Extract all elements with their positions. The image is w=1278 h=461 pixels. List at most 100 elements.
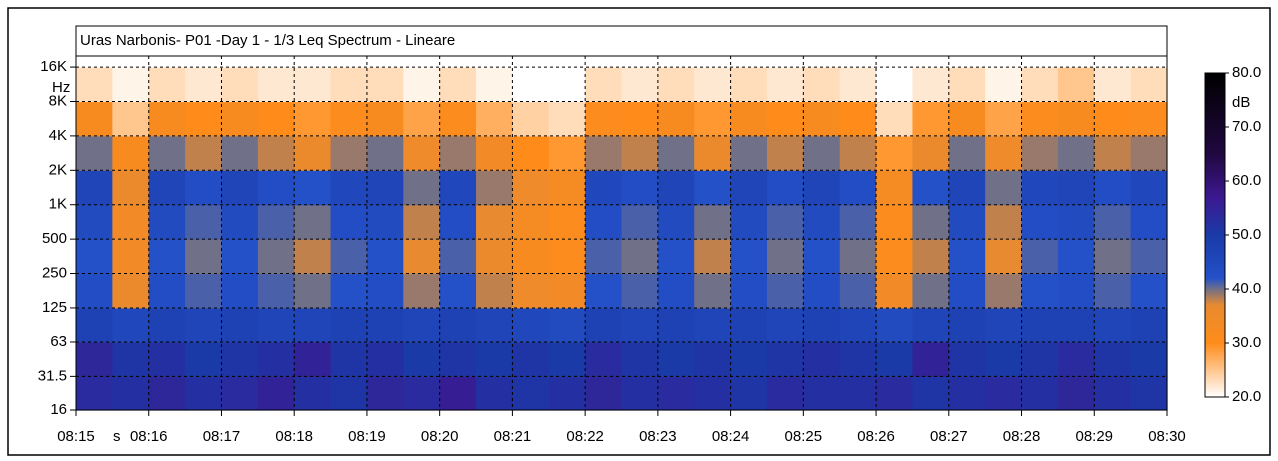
x-tick-label: 08:23: [639, 428, 677, 445]
cell: [1021, 56, 1059, 68]
cell: [257, 101, 295, 137]
cell: [694, 273, 732, 309]
cell: [1130, 170, 1168, 206]
cell: [76, 376, 113, 411]
cell: [512, 307, 550, 343]
cell: [948, 67, 986, 103]
cell: [185, 170, 223, 206]
cell: [439, 170, 477, 206]
cell: [876, 67, 914, 103]
cell: [657, 273, 695, 309]
cell: [912, 170, 950, 206]
cell: [657, 135, 695, 171]
cell: [439, 135, 477, 171]
cell: [948, 204, 986, 240]
cell: [512, 204, 550, 240]
cell: [876, 307, 914, 343]
cell: [621, 239, 659, 275]
cell: [185, 135, 223, 171]
x-tick-label: 08:25: [785, 428, 823, 445]
cell: [1021, 67, 1059, 103]
cell: [621, 376, 659, 411]
cell: [948, 101, 986, 137]
cell: [512, 135, 550, 171]
chart-title: Uras Narbonis- P01 -Day 1 - 1/3 Leq Spec…: [80, 32, 455, 49]
cell: [1094, 307, 1132, 343]
cell: [621, 170, 659, 206]
cell: [839, 307, 877, 343]
cell: [185, 56, 223, 68]
y-tick-label: 8K: [49, 92, 67, 109]
cell: [803, 67, 841, 103]
cell: [548, 170, 586, 206]
cell: [366, 204, 404, 240]
x-tick-label: 08:28: [1003, 428, 1041, 445]
cell: [694, 67, 732, 103]
cell: [694, 376, 732, 411]
cell: [148, 273, 186, 309]
cell: [330, 204, 368, 240]
cell: [366, 376, 404, 411]
cell: [912, 376, 950, 411]
cell: [221, 307, 259, 343]
cell: [1094, 135, 1132, 171]
cell: [294, 376, 332, 411]
cell: [766, 101, 804, 137]
cell: [730, 170, 768, 206]
cell: [1057, 67, 1095, 103]
cell: [948, 56, 986, 68]
cell: [1130, 67, 1168, 103]
cell: [257, 204, 295, 240]
cell: [657, 307, 695, 343]
cell: [185, 239, 223, 275]
cell: [876, 135, 914, 171]
cell: [1094, 56, 1132, 68]
cell: [257, 56, 295, 68]
cell: [585, 135, 623, 171]
cell: [948, 273, 986, 309]
cell: [1057, 170, 1095, 206]
cell: [548, 135, 586, 171]
cell: [839, 135, 877, 171]
cell: [1057, 239, 1095, 275]
cell: [257, 307, 295, 343]
cell: [876, 56, 914, 68]
cell: [548, 67, 586, 103]
x-tick-label: 08:19: [348, 428, 386, 445]
cell: [221, 341, 259, 377]
cell: [148, 67, 186, 103]
cell: [185, 67, 223, 103]
cell: [548, 273, 586, 309]
cell: [1057, 307, 1095, 343]
colorbar-tick-label: 40.0: [1232, 280, 1261, 297]
y-tick-label: 31.5: [38, 367, 67, 384]
cell: [912, 307, 950, 343]
cell: [1057, 376, 1095, 411]
cell: [403, 56, 441, 68]
cell: [585, 376, 623, 411]
y-tick-label: 2K: [49, 161, 67, 178]
cell: [330, 307, 368, 343]
cell: [257, 273, 295, 309]
cell: [730, 239, 768, 275]
cell: [439, 56, 477, 68]
x-tick-label: 08:27: [930, 428, 968, 445]
cell: [330, 341, 368, 377]
cell: [548, 56, 586, 68]
cell: [730, 307, 768, 343]
cell: [621, 273, 659, 309]
cell: [294, 273, 332, 309]
cell: [366, 341, 404, 377]
cell: [657, 67, 695, 103]
cell: [439, 307, 477, 343]
cell: [876, 273, 914, 309]
cell: [766, 307, 804, 343]
cell: [730, 101, 768, 137]
cell: [476, 307, 513, 343]
cell: [294, 67, 332, 103]
cell: [439, 204, 477, 240]
cell: [366, 56, 404, 68]
cell: [76, 204, 113, 240]
cell: [1130, 101, 1168, 137]
cell: [985, 170, 1023, 206]
